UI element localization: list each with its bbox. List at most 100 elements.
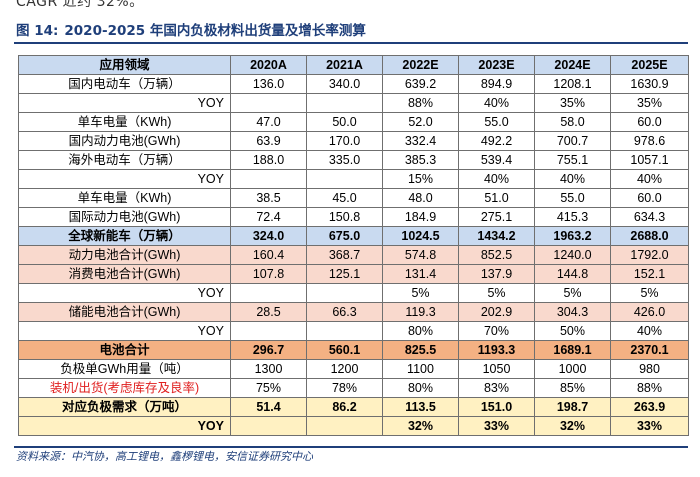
previous-text-fragment: CAGR 近约 32%。 bbox=[16, 0, 144, 10]
value-cell: 1630.9 bbox=[610, 74, 689, 94]
value-cell: 184.9 bbox=[382, 207, 459, 227]
row-label: 海外电动车（万辆） bbox=[18, 150, 231, 170]
value-cell: 40% bbox=[458, 169, 535, 189]
value-cell: 894.9 bbox=[458, 74, 535, 94]
value-cell: 137.9 bbox=[458, 264, 535, 284]
value-cell: 40% bbox=[610, 169, 689, 189]
forecast-table: 应用领域 2020A 2021A 2022E 2023E 2024E 2025E… bbox=[18, 55, 689, 436]
row-label: YOY bbox=[18, 321, 231, 341]
table-row: 国内动力电池(GWh) 63.9 170.0 332.4 492.2 700.7 978.6 bbox=[18, 131, 689, 151]
row-label: YOY bbox=[18, 283, 231, 303]
value-cell: 296.7 bbox=[230, 340, 307, 360]
value-cell: 978.6 bbox=[610, 131, 689, 151]
value-cell: 2370.1 bbox=[610, 340, 689, 360]
figure-number: 图 14: bbox=[16, 23, 59, 39]
value-cell: 634.3 bbox=[610, 207, 689, 227]
table-row: 负极单GWh用量（吨） 1300 1200 1100 1050 1000 980 bbox=[18, 359, 689, 379]
value-cell: 1050 bbox=[458, 359, 535, 379]
value-cell: 1963.2 bbox=[534, 226, 611, 246]
row-label: YOY bbox=[18, 169, 231, 189]
value-cell: 150.8 bbox=[306, 207, 383, 227]
value-cell: 1024.5 bbox=[382, 226, 459, 246]
value-cell: 55.0 bbox=[458, 112, 535, 132]
value-cell: 700.7 bbox=[534, 131, 611, 151]
value-cell: 51.0 bbox=[458, 188, 535, 208]
value-cell: 340.0 bbox=[306, 74, 383, 94]
value-cell: 1200 bbox=[306, 359, 383, 379]
row-label: 单车电量（KWh) bbox=[18, 188, 231, 208]
value-cell: 52.0 bbox=[382, 112, 459, 132]
value-cell: 539.4 bbox=[458, 150, 535, 170]
value-cell: 47.0 bbox=[230, 112, 307, 132]
value-cell: 1057.1 bbox=[610, 150, 689, 170]
value-cell: 33% bbox=[458, 416, 535, 436]
value-cell: 75% bbox=[230, 378, 307, 398]
value-cell: 40% bbox=[534, 169, 611, 189]
value-cell: 2688.0 bbox=[610, 226, 689, 246]
header-cell: 2023E bbox=[458, 55, 535, 75]
value-cell: 70% bbox=[458, 321, 535, 341]
value-cell: 160.4 bbox=[230, 245, 307, 265]
figure-title: 2020-2025 年国内负极材料出货量及增长率测算 bbox=[64, 23, 366, 39]
value-cell: 32% bbox=[382, 416, 459, 436]
table-row: 储能电池合计(GWh) 28.5 66.3 119.3 202.9 304.3 426.0 bbox=[18, 302, 689, 322]
value-cell: 1208.1 bbox=[534, 74, 611, 94]
value-cell: 639.2 bbox=[382, 74, 459, 94]
table-row: 海外电动车（万辆） 188.0 335.0 385.3 539.4 755.1 1057.1 bbox=[18, 150, 689, 170]
value-cell: 755.1 bbox=[534, 150, 611, 170]
value-cell bbox=[230, 283, 307, 303]
value-cell: 48.0 bbox=[382, 188, 459, 208]
value-cell: 1792.0 bbox=[610, 245, 689, 265]
table-row: YOY 32% 33% 32% 33% bbox=[18, 416, 689, 436]
value-cell: 38.5 bbox=[230, 188, 307, 208]
table-row: 国内电动车（万辆） 136.0 340.0 639.2 894.9 1208.1 1630.… bbox=[18, 74, 689, 94]
value-cell: 188.0 bbox=[230, 150, 307, 170]
value-cell: 263.9 bbox=[610, 397, 689, 417]
value-cell: 50% bbox=[534, 321, 611, 341]
value-cell: 170.0 bbox=[306, 131, 383, 151]
value-cell: 144.8 bbox=[534, 264, 611, 284]
header-cell: 2022E bbox=[382, 55, 459, 75]
row-label: 国内动力电池(GWh) bbox=[18, 131, 231, 151]
row-label: 装机/出货(考虑库存及良率) bbox=[18, 378, 231, 398]
value-cell: 35% bbox=[610, 93, 689, 113]
row-label: 国际动力电池(GWh) bbox=[18, 207, 231, 227]
row-label: 国内电动车（万辆） bbox=[18, 74, 231, 94]
table-row: YOY 15% 40% 40% 40% bbox=[18, 169, 689, 189]
header-cell: 2024E bbox=[534, 55, 611, 75]
value-cell: 45.0 bbox=[306, 188, 383, 208]
value-cell: 136.0 bbox=[230, 74, 307, 94]
table-row: 装机/出货(考虑库存及良率) 75% 78% 80% 83% 85% 88% bbox=[18, 378, 689, 398]
value-cell: 426.0 bbox=[610, 302, 689, 322]
source-note: 资料来源：中汽协，高工锂电，鑫椤锂电，安信证券研究中心 bbox=[14, 446, 688, 466]
value-cell: 5% bbox=[382, 283, 459, 303]
header-cell: 应用领域 bbox=[18, 55, 231, 75]
value-cell: 131.4 bbox=[382, 264, 459, 284]
value-cell: 560.1 bbox=[306, 340, 383, 360]
value-cell: 40% bbox=[458, 93, 535, 113]
value-cell: 304.3 bbox=[534, 302, 611, 322]
value-cell: 40% bbox=[610, 321, 689, 341]
value-cell bbox=[230, 321, 307, 341]
value-cell: 60.0 bbox=[610, 188, 689, 208]
value-cell: 415.3 bbox=[534, 207, 611, 227]
value-cell: 78% bbox=[306, 378, 383, 398]
value-cell bbox=[306, 169, 383, 189]
value-cell: 332.4 bbox=[382, 131, 459, 151]
value-cell bbox=[306, 416, 383, 436]
table-row: 消费电池合计(GWh) 107.8 125.1 131.4 137.9 144.8 152.… bbox=[18, 264, 689, 284]
value-cell bbox=[306, 321, 383, 341]
value-cell bbox=[230, 169, 307, 189]
value-cell: 151.0 bbox=[458, 397, 535, 417]
value-cell: 113.5 bbox=[382, 397, 459, 417]
value-cell: 324.0 bbox=[230, 226, 307, 246]
value-cell: 83% bbox=[458, 378, 535, 398]
value-cell: 1100 bbox=[382, 359, 459, 379]
value-cell: 28.5 bbox=[230, 302, 307, 322]
value-cell: 1300 bbox=[230, 359, 307, 379]
value-cell: 63.9 bbox=[230, 131, 307, 151]
value-cell: 88% bbox=[610, 378, 689, 398]
value-cell: 88% bbox=[382, 93, 459, 113]
value-cell: 33% bbox=[610, 416, 689, 436]
value-cell: 852.5 bbox=[458, 245, 535, 265]
